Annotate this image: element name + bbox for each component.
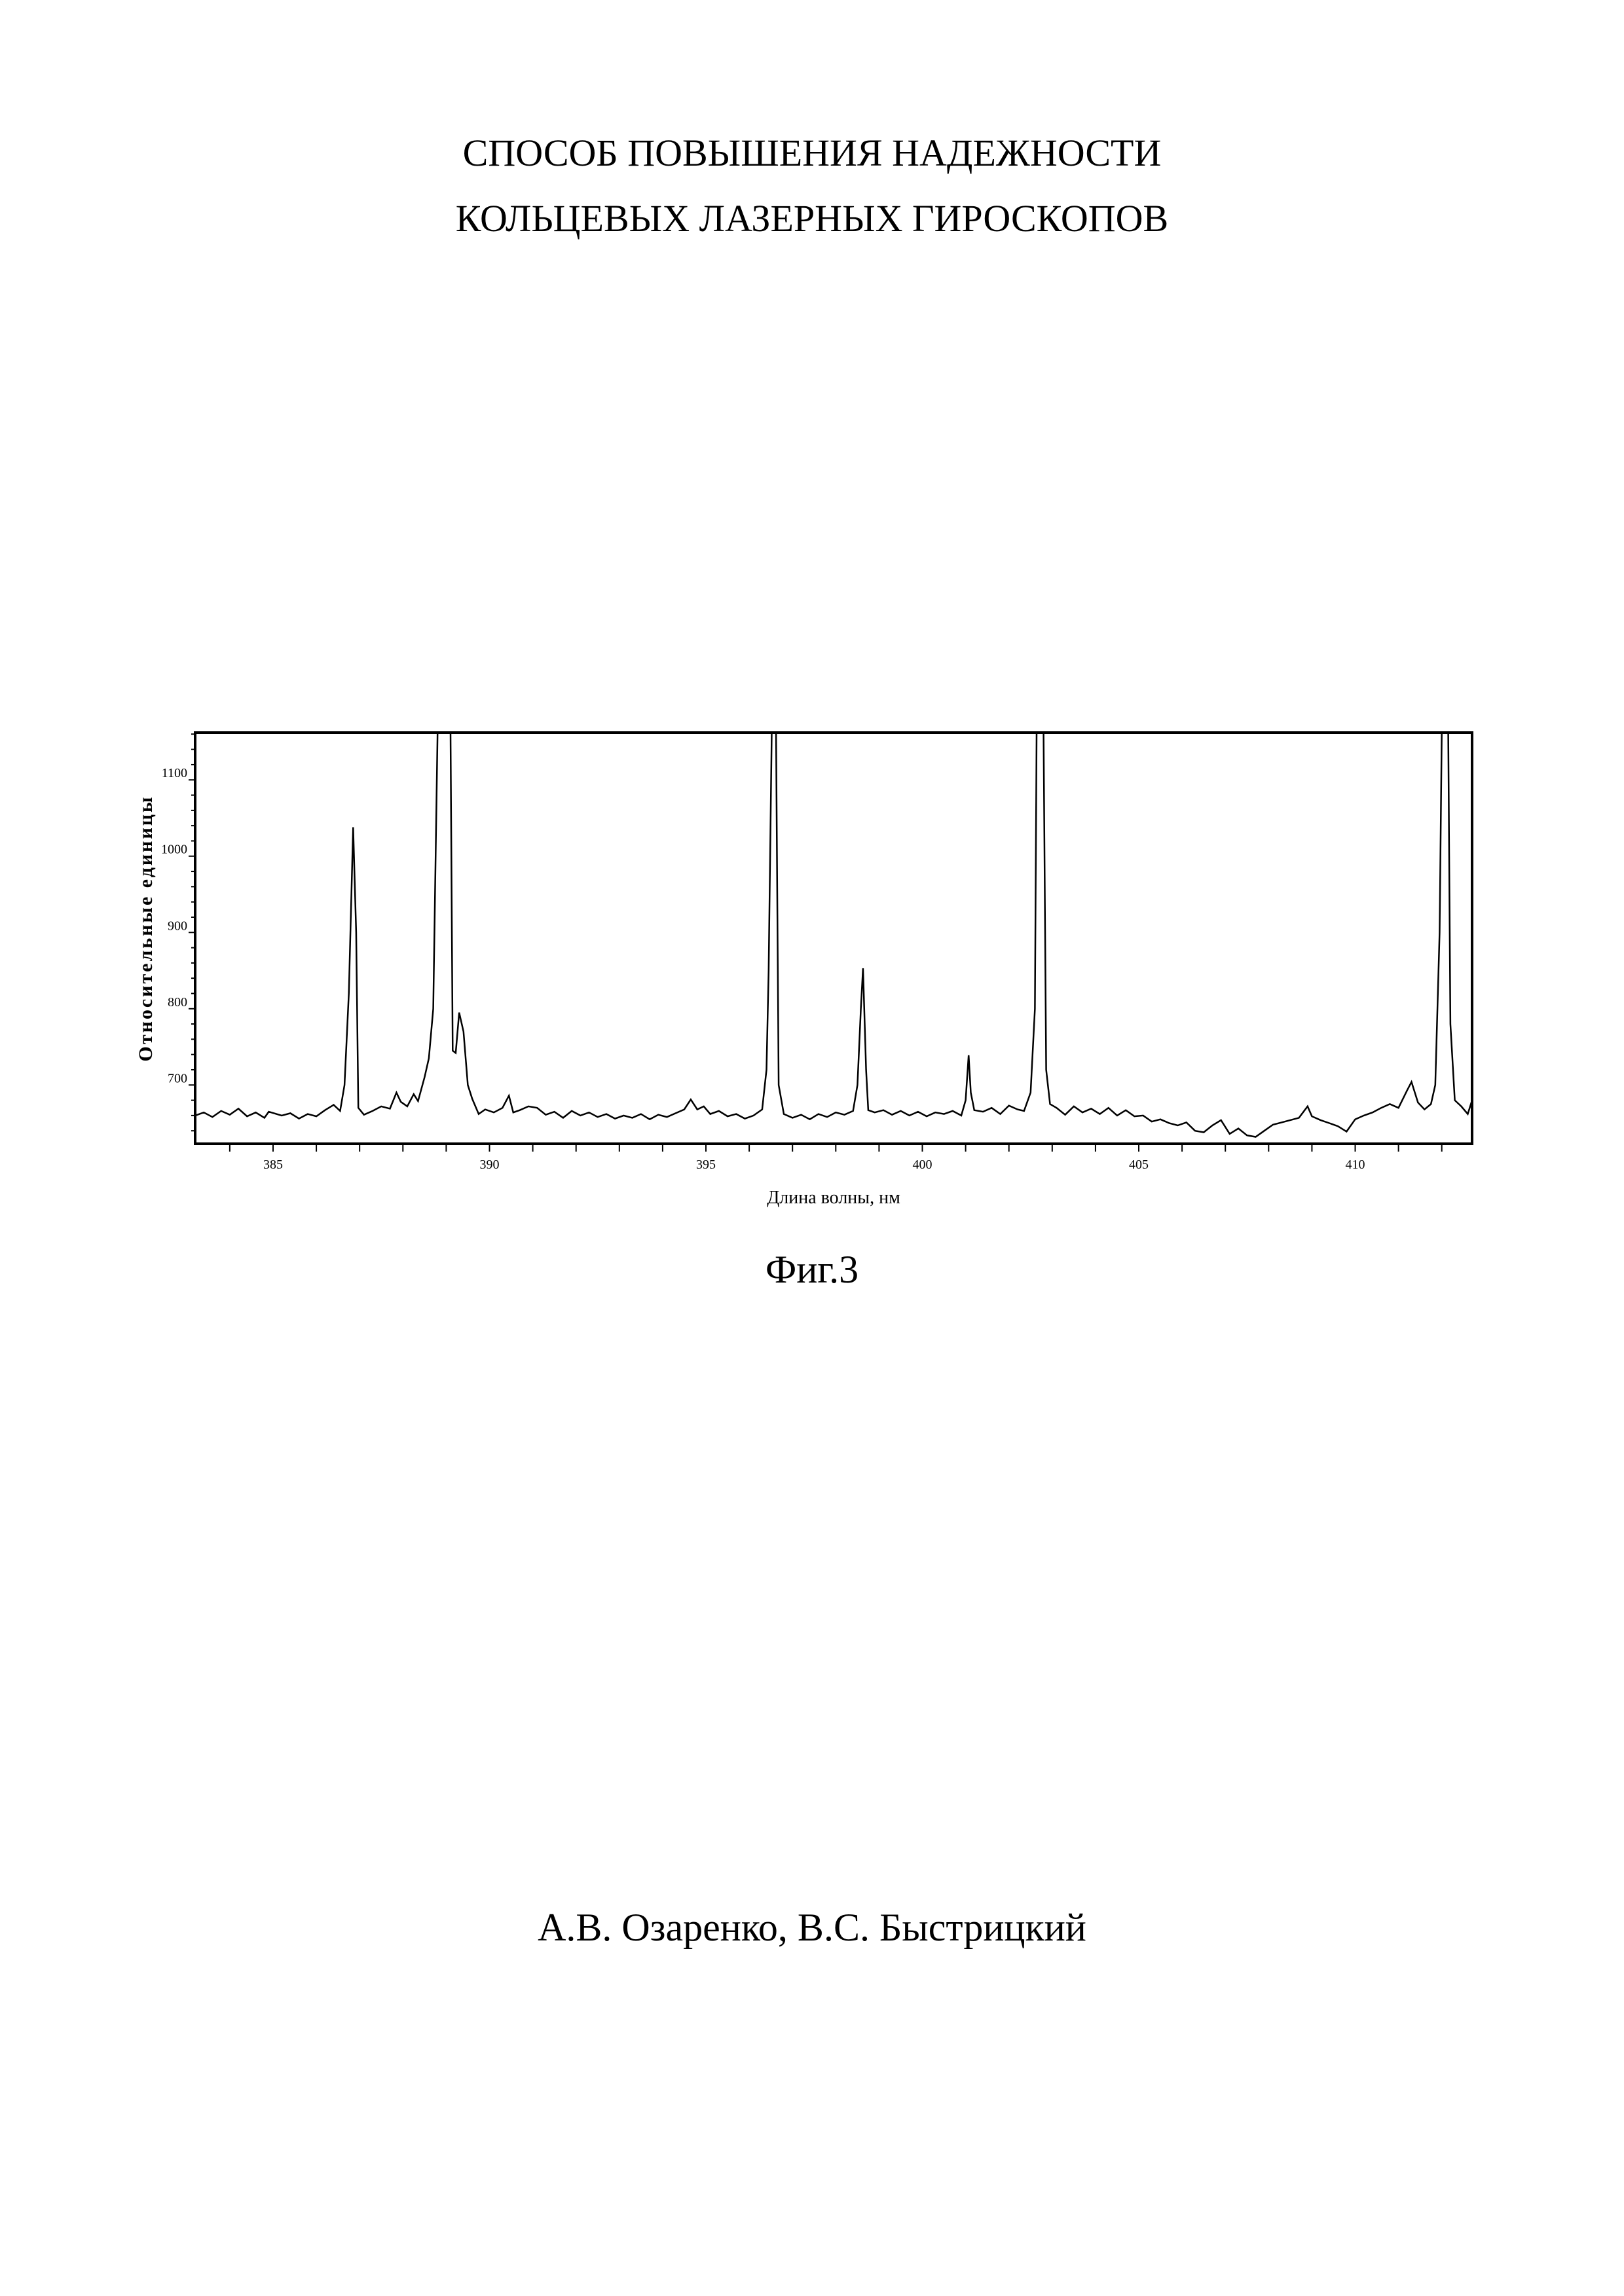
y-tick-label: 1000 [161, 843, 187, 857]
x-tick-label: 395 [696, 1157, 716, 1172]
y-tick-label: 900 [168, 919, 187, 933]
figure-caption: Фиг.3 [0, 1247, 1624, 1292]
x-tick-label: 410 [1346, 1157, 1365, 1172]
y-axis-label: Относительные единицы [135, 795, 157, 1062]
x-tick-label: 390 [479, 1157, 499, 1172]
x-tick-label: 405 [1129, 1157, 1149, 1172]
plot-frame [195, 733, 1472, 1144]
y-tick-label: 1100 [162, 766, 187, 780]
y-tick-label: 800 [168, 995, 187, 1010]
y-tick-label: 700 [168, 1071, 187, 1085]
spectrum-chart: 385 390 395 400 405 410 700 800 900 1000 1100 Дли… [0, 0, 1624, 1244]
plot-area [195, 733, 1472, 1137]
x-tick-label: 400 [913, 1157, 932, 1172]
x-axis-label: Длина волны, нм [767, 1188, 900, 1208]
spectrum-line [195, 733, 1472, 1137]
x-tick-label: 385 [263, 1157, 283, 1172]
authors: А.В. Озаренко, В.С. Быстрицкий [0, 1905, 1624, 1950]
x-axis: 385 390 395 400 405 410 [230, 1144, 1442, 1172]
y-axis: 700 800 900 1000 1100 [161, 734, 195, 1131]
